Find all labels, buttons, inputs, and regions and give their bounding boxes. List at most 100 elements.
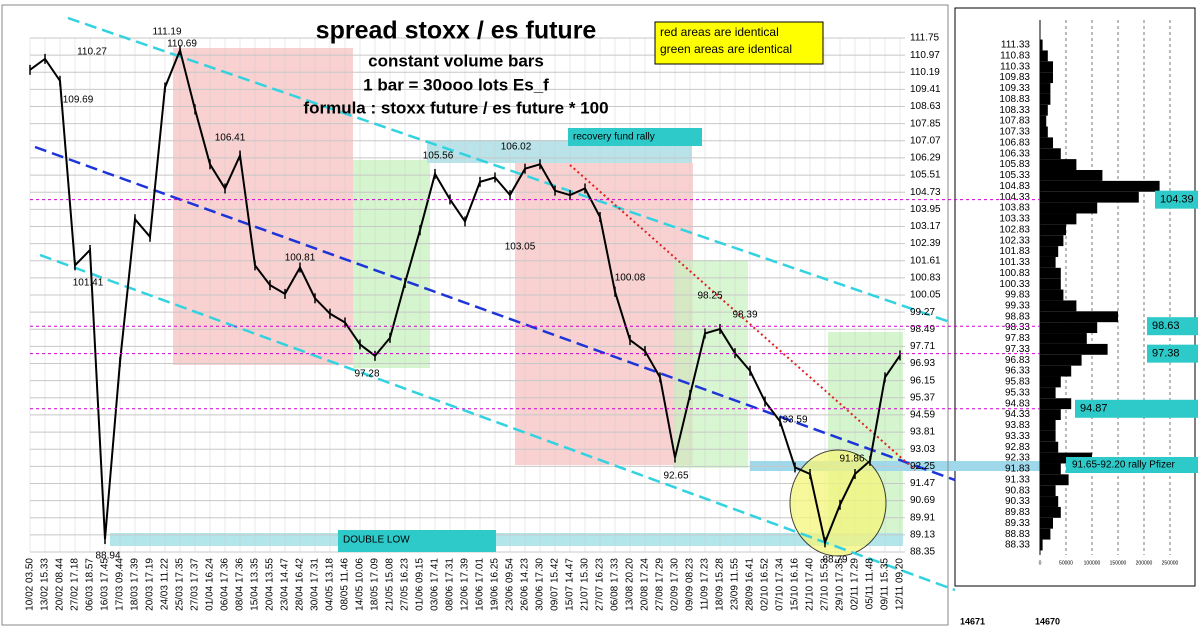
volume-bar bbox=[1040, 354, 1082, 366]
y-tick-label: 96.93 bbox=[910, 358, 935, 369]
volume-bar bbox=[1040, 235, 1064, 247]
y-tick-label: 100.05 bbox=[910, 290, 941, 301]
x-tick-label: 08/05 11.46 bbox=[340, 558, 351, 611]
x-tick-label: 21/05 15.08 bbox=[385, 558, 396, 611]
y-tick-label: 97.71 bbox=[910, 341, 935, 352]
level-box bbox=[1075, 399, 1198, 418]
level-label: 94.87 bbox=[1080, 403, 1108, 415]
price-label: 88.94 bbox=[95, 551, 120, 562]
volume-bar bbox=[1040, 441, 1059, 453]
y-tick-label: 91.83 bbox=[1005, 464, 1030, 475]
price-label: 97.28 bbox=[354, 369, 379, 380]
profile-panel bbox=[954, 7, 1196, 587]
volume-bar bbox=[1040, 72, 1053, 84]
y-tick-label: 89.91 bbox=[910, 512, 935, 523]
subtitle: 1 bar = 30ooo lots Es_f bbox=[363, 75, 549, 94]
y-tick-label: 95.33 bbox=[1005, 387, 1030, 398]
y-tick-label: 89.13 bbox=[910, 530, 935, 541]
y-tick-label: 94.33 bbox=[1005, 409, 1030, 420]
x-tick-label: 09/09 08.23 bbox=[685, 558, 696, 611]
y-tick-label: 99.83 bbox=[1005, 290, 1030, 301]
volume-bar bbox=[1040, 93, 1051, 105]
x-tick-label: 19/06 16.25 bbox=[490, 558, 501, 611]
y-tick-label: 88.35 bbox=[910, 547, 935, 558]
x-tick-label: 05/11 11.48 bbox=[865, 558, 876, 610]
x-tick-label: 16/03 17.45 bbox=[100, 558, 111, 611]
y-tick-label: 101.61 bbox=[910, 255, 941, 266]
y-tick-label: 102.39 bbox=[910, 238, 941, 249]
y-tick-label: 91.47 bbox=[910, 478, 935, 489]
price-label: 100.81 bbox=[285, 253, 316, 264]
volume-bar bbox=[1040, 496, 1059, 507]
x-tick-label: 150000 bbox=[1110, 560, 1127, 566]
x-tick-label: 13/02 15.33 bbox=[40, 558, 51, 611]
y-tick-label: 89.83 bbox=[1005, 507, 1030, 518]
volume-bar bbox=[1040, 180, 1160, 192]
x-tick-label: 15/04 13.35 bbox=[250, 558, 261, 611]
volume-bar bbox=[1040, 104, 1048, 116]
volume-bar bbox=[1040, 148, 1061, 160]
y-tick-label: 108.33 bbox=[999, 105, 1030, 116]
level-box bbox=[1147, 344, 1198, 363]
y-tick-label: 97.83 bbox=[1005, 333, 1030, 344]
price-label: 105.56 bbox=[423, 151, 454, 162]
y-tick-label: 93.81 bbox=[910, 427, 935, 438]
x-tick-label: 03/06 17.41 bbox=[430, 558, 441, 611]
volume-bar bbox=[1040, 278, 1061, 290]
x-tick-label: 17/03 09.44 bbox=[115, 558, 126, 611]
y-tick-label: 107.07 bbox=[910, 135, 941, 146]
y-tick-label: 88.83 bbox=[1005, 529, 1030, 540]
y-tick-label: 97.33 bbox=[1005, 344, 1030, 355]
y-tick-label: 96.83 bbox=[1005, 355, 1030, 366]
x-tick-label: 10/02 03.50 bbox=[25, 558, 36, 611]
x-tick-label: 25/03 17.35 bbox=[175, 558, 186, 611]
y-tick-label: 99.33 bbox=[1005, 301, 1030, 312]
y-tick-label: 108.63 bbox=[910, 101, 941, 112]
x-tick-label: 01/04 16.24 bbox=[205, 558, 216, 611]
volume-bar bbox=[1040, 376, 1061, 388]
x-tick-label: 02/11 17.29 bbox=[850, 558, 861, 611]
green-zone bbox=[353, 160, 430, 368]
x-tick-label: 08/04 17.36 bbox=[235, 558, 246, 611]
y-tick-label: 109.83 bbox=[999, 72, 1030, 83]
y-tick-label: 100.83 bbox=[999, 268, 1030, 279]
volume-bar bbox=[1040, 343, 1108, 355]
y-tick-label: 107.83 bbox=[999, 116, 1030, 127]
footer: 14671 bbox=[960, 616, 985, 626]
volume-bar bbox=[1040, 115, 1047, 127]
price-label: 103.05 bbox=[505, 242, 536, 253]
x-tick-label: 20/03 17.19 bbox=[145, 558, 156, 611]
x-tick-label: 15/07 14.47 bbox=[565, 558, 576, 611]
note-box bbox=[654, 21, 824, 65]
price-label: 111.19 bbox=[152, 27, 182, 38]
price-label: 110.27 bbox=[77, 47, 107, 58]
volume-bar bbox=[1040, 256, 1056, 268]
x-tick-label: 12/11 09.20 bbox=[895, 558, 906, 611]
y-tick-label: 95.37 bbox=[910, 392, 935, 403]
volume-bar bbox=[1040, 126, 1048, 138]
y-tick-label: 107.33 bbox=[999, 127, 1030, 138]
x-tick-label: 23/09 11.55 bbox=[730, 558, 741, 611]
y-tick-label: 109.33 bbox=[999, 83, 1030, 94]
y-tick-label: 101.83 bbox=[999, 246, 1030, 257]
y-tick-label: 103.17 bbox=[910, 221, 941, 232]
x-tick-label: 09/11 15.35 bbox=[880, 558, 891, 611]
y-tick-label: 106.83 bbox=[999, 137, 1030, 148]
plot-frame bbox=[1, 4, 949, 626]
volume-bar bbox=[1040, 474, 1069, 486]
price-label: 92.65 bbox=[663, 471, 688, 482]
y-tick-label: 90.69 bbox=[910, 495, 935, 506]
x-tick-label: 0 bbox=[1039, 560, 1042, 566]
y-tick-label: 90.33 bbox=[1005, 496, 1030, 507]
x-tick-label: 06/04 17.36 bbox=[220, 558, 231, 611]
volume-bar bbox=[1040, 267, 1061, 279]
x-tick-label: 08/06 17.31 bbox=[445, 558, 456, 611]
y-tick-label: 103.83 bbox=[999, 203, 1030, 214]
volume-bar bbox=[1040, 420, 1056, 431]
y-tick-label: 92.33 bbox=[1005, 453, 1030, 464]
y-tick-label: 98.49 bbox=[910, 324, 935, 335]
red-trend bbox=[569, 164, 916, 471]
x-tick-label: 02/10 16.52 bbox=[760, 558, 771, 611]
x-tick-label: 18/09 15.28 bbox=[715, 558, 726, 611]
